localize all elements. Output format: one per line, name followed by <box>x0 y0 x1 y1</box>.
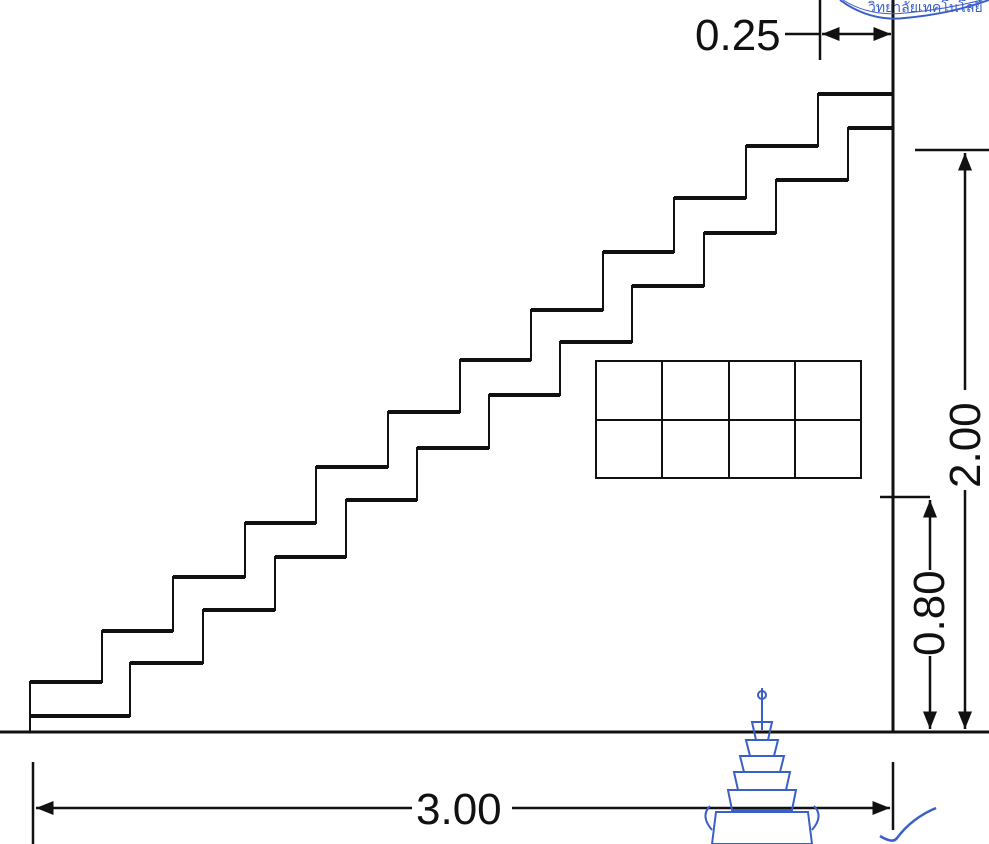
check-mark-icon <box>879 806 937 842</box>
window-grid <box>595 360 862 479</box>
dimension-tread-width <box>785 0 895 60</box>
upper-treads <box>30 92 893 684</box>
emblem-crest-icon <box>704 688 820 844</box>
lower-treads <box>30 126 893 718</box>
dimension-label-total-length: 3.00 <box>416 785 502 834</box>
stamp-lettering: วิทยาลัยเทคโนโลยี <box>868 0 983 16</box>
dimension-label-sill-height: 0.80 <box>905 570 954 656</box>
dimension-label-total-height: 2.00 <box>941 402 989 488</box>
stair-profile-upper <box>29 93 893 733</box>
stair-profile-lower <box>30 127 893 717</box>
dimension-label-tread-width: 0.25 <box>695 11 781 60</box>
emblem-seal-icon: วิทยาลัยเทคโนโลยี <box>839 0 989 20</box>
